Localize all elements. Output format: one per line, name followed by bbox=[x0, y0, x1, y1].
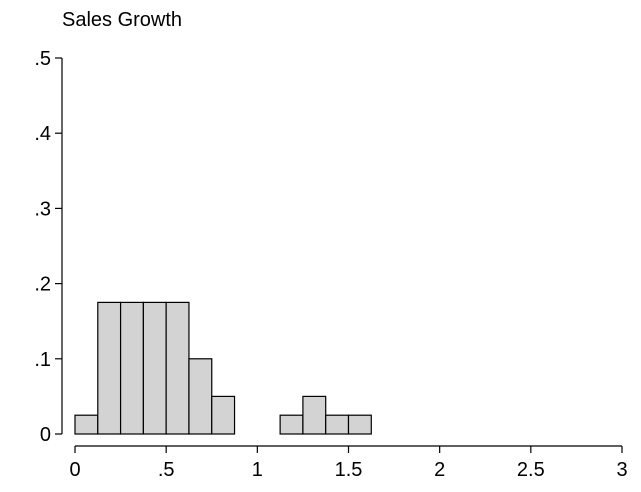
x-tick-label: 1 bbox=[252, 459, 263, 481]
histogram-bar bbox=[97, 301, 122, 435]
y-tick-label: .1 bbox=[34, 349, 51, 371]
x-tick-label: .5 bbox=[158, 459, 175, 481]
bars-layer bbox=[74, 301, 372, 435]
x-tick-label: 3 bbox=[616, 459, 627, 481]
axes-layer: 0 .1 .2 .3 .4 .5 0 .5 1 1.5 2 2.5 3 bbox=[34, 48, 627, 481]
y-tick-label: .4 bbox=[34, 123, 51, 145]
y-tick-label: 0 bbox=[40, 424, 51, 446]
histogram-bar bbox=[211, 395, 236, 435]
y-tick-label: .3 bbox=[34, 198, 51, 220]
histogram-bar bbox=[142, 301, 167, 435]
histogram-bar bbox=[347, 414, 372, 435]
x-tick-label: 0 bbox=[69, 459, 80, 481]
y-tick-label: .5 bbox=[34, 48, 51, 70]
x-tick-label: 1.5 bbox=[335, 459, 363, 481]
histogram-bar bbox=[279, 414, 304, 435]
histogram-bar bbox=[188, 358, 213, 435]
y-tick-label: .2 bbox=[34, 274, 51, 296]
x-tick-label: 2 bbox=[434, 459, 445, 481]
histogram-bar bbox=[119, 301, 144, 435]
histogram-bar bbox=[165, 301, 190, 435]
chart-title: Sales Growth bbox=[62, 9, 182, 31]
histogram-bar bbox=[74, 414, 99, 435]
histogram-bar bbox=[302, 395, 327, 435]
x-tick-label: 2.5 bbox=[517, 459, 545, 481]
histogram-bar bbox=[325, 414, 350, 435]
